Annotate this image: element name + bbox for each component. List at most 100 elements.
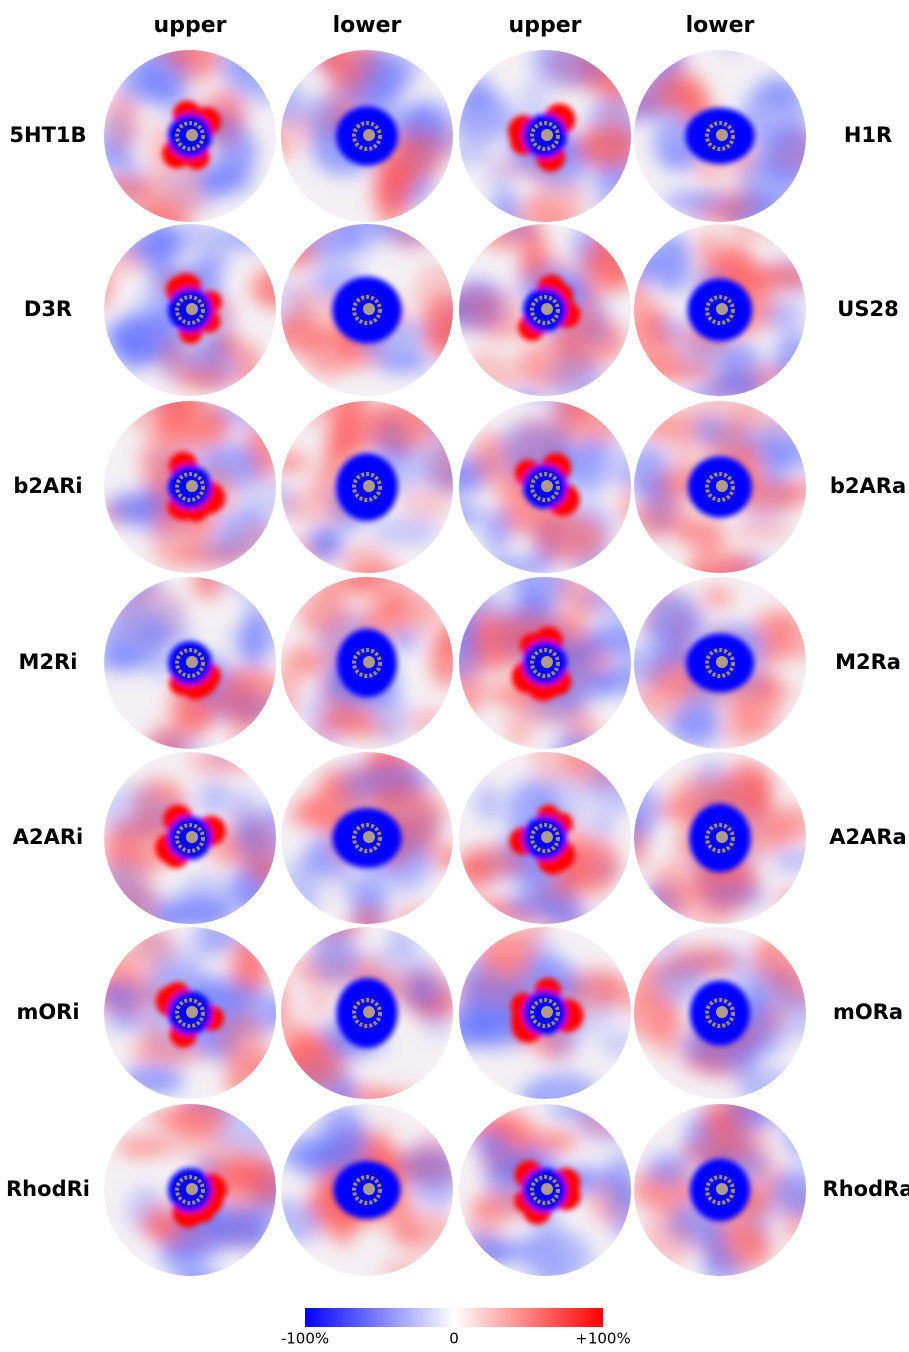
- blob: [625, 501, 691, 538]
- blob: [640, 361, 712, 382]
- blob: [308, 530, 341, 561]
- blob: [289, 286, 320, 332]
- density-map: [254, 1104, 472, 1285]
- blob: [97, 112, 133, 171]
- blob: [171, 1092, 230, 1140]
- protein: [716, 831, 728, 843]
- protein: [716, 656, 728, 668]
- protein: [186, 656, 198, 668]
- blob: [88, 249, 113, 311]
- density-map: [456, 1099, 653, 1300]
- blob: [399, 1144, 458, 1188]
- figure: upperlowerupperlower5HT1BD3Rb2ARiM2RiA2A…: [0, 0, 909, 1348]
- column-header: lower: [333, 13, 402, 38]
- blob: [539, 36, 613, 86]
- blob: [642, 1209, 697, 1265]
- blob: [710, 1126, 770, 1147]
- blob: [647, 1153, 691, 1186]
- protein: [541, 129, 553, 141]
- blob: [238, 819, 268, 862]
- blob: [123, 1065, 184, 1096]
- blob: [664, 702, 725, 753]
- blob: [576, 1106, 651, 1135]
- row-label: 5HT1B: [9, 123, 86, 147]
- protein: [541, 1183, 553, 1195]
- protein: [186, 1183, 198, 1195]
- density-map: [268, 193, 487, 396]
- blob: [190, 931, 227, 954]
- row-label: b2ARi: [13, 474, 82, 498]
- blob: [646, 593, 701, 649]
- blob: [250, 859, 288, 887]
- blob: [450, 1019, 500, 1039]
- blob: [197, 168, 252, 194]
- protein: [363, 303, 375, 315]
- protein: [363, 831, 375, 843]
- blob: [369, 404, 437, 452]
- row-label: A2ARi: [13, 825, 84, 849]
- blob: [594, 971, 627, 1004]
- protein: [716, 1183, 728, 1195]
- blob: [99, 983, 141, 1006]
- blob: [505, 709, 533, 748]
- blob: [198, 780, 231, 816]
- blob: [218, 1012, 266, 1069]
- blob: [774, 334, 818, 389]
- blob: [229, 701, 266, 758]
- density-map: [624, 384, 824, 607]
- blob: [147, 597, 186, 636]
- blob: [90, 176, 160, 201]
- blob: [299, 591, 351, 638]
- blob: [548, 1099, 605, 1119]
- blob: [477, 929, 536, 976]
- column-header: lower: [686, 13, 755, 38]
- blob: [590, 809, 616, 840]
- blob: [748, 1146, 781, 1194]
- blob: [304, 992, 334, 1015]
- row-label: M2Ra: [835, 650, 901, 674]
- blob: [594, 165, 644, 221]
- blob: [179, 1271, 228, 1306]
- row-label: H1R: [844, 123, 892, 147]
- blob: [315, 37, 345, 71]
- blob: [765, 300, 803, 334]
- colorbar-label: 0: [449, 1330, 459, 1348]
- row-label: D3R: [24, 297, 72, 321]
- blob: [449, 91, 513, 142]
- blob: [130, 1041, 205, 1065]
- blob: [718, 239, 753, 284]
- blob: [231, 572, 260, 593]
- protein: [186, 480, 198, 492]
- blob: [751, 673, 784, 699]
- blob: [556, 567, 599, 625]
- row-label: RhodRi: [6, 1177, 90, 1201]
- blob: [449, 601, 478, 665]
- blob: [282, 233, 313, 273]
- blob: [654, 71, 706, 110]
- protein: [716, 1006, 728, 1018]
- blob: [317, 710, 378, 733]
- density-map: [455, 734, 655, 952]
- blob: [217, 33, 291, 87]
- blob: [680, 1049, 730, 1074]
- column-header: upper: [509, 13, 582, 38]
- column-header: upper: [154, 13, 227, 38]
- density-map: [100, 373, 301, 579]
- row-label: b2ARa: [830, 474, 906, 498]
- blob: [474, 785, 502, 822]
- blob: [358, 47, 419, 91]
- blob: [297, 735, 331, 760]
- blob: [579, 369, 624, 411]
- blob: [103, 1010, 148, 1030]
- blob: [582, 322, 611, 344]
- protein: [541, 656, 553, 668]
- blob: [652, 233, 691, 293]
- blob: [285, 645, 325, 678]
- protein: [716, 303, 728, 315]
- blob: [393, 909, 442, 933]
- density-map: [608, 210, 834, 422]
- protein: [541, 303, 553, 315]
- colorbar: [305, 1308, 603, 1327]
- density-map: [65, 31, 296, 254]
- protein: [186, 303, 198, 315]
